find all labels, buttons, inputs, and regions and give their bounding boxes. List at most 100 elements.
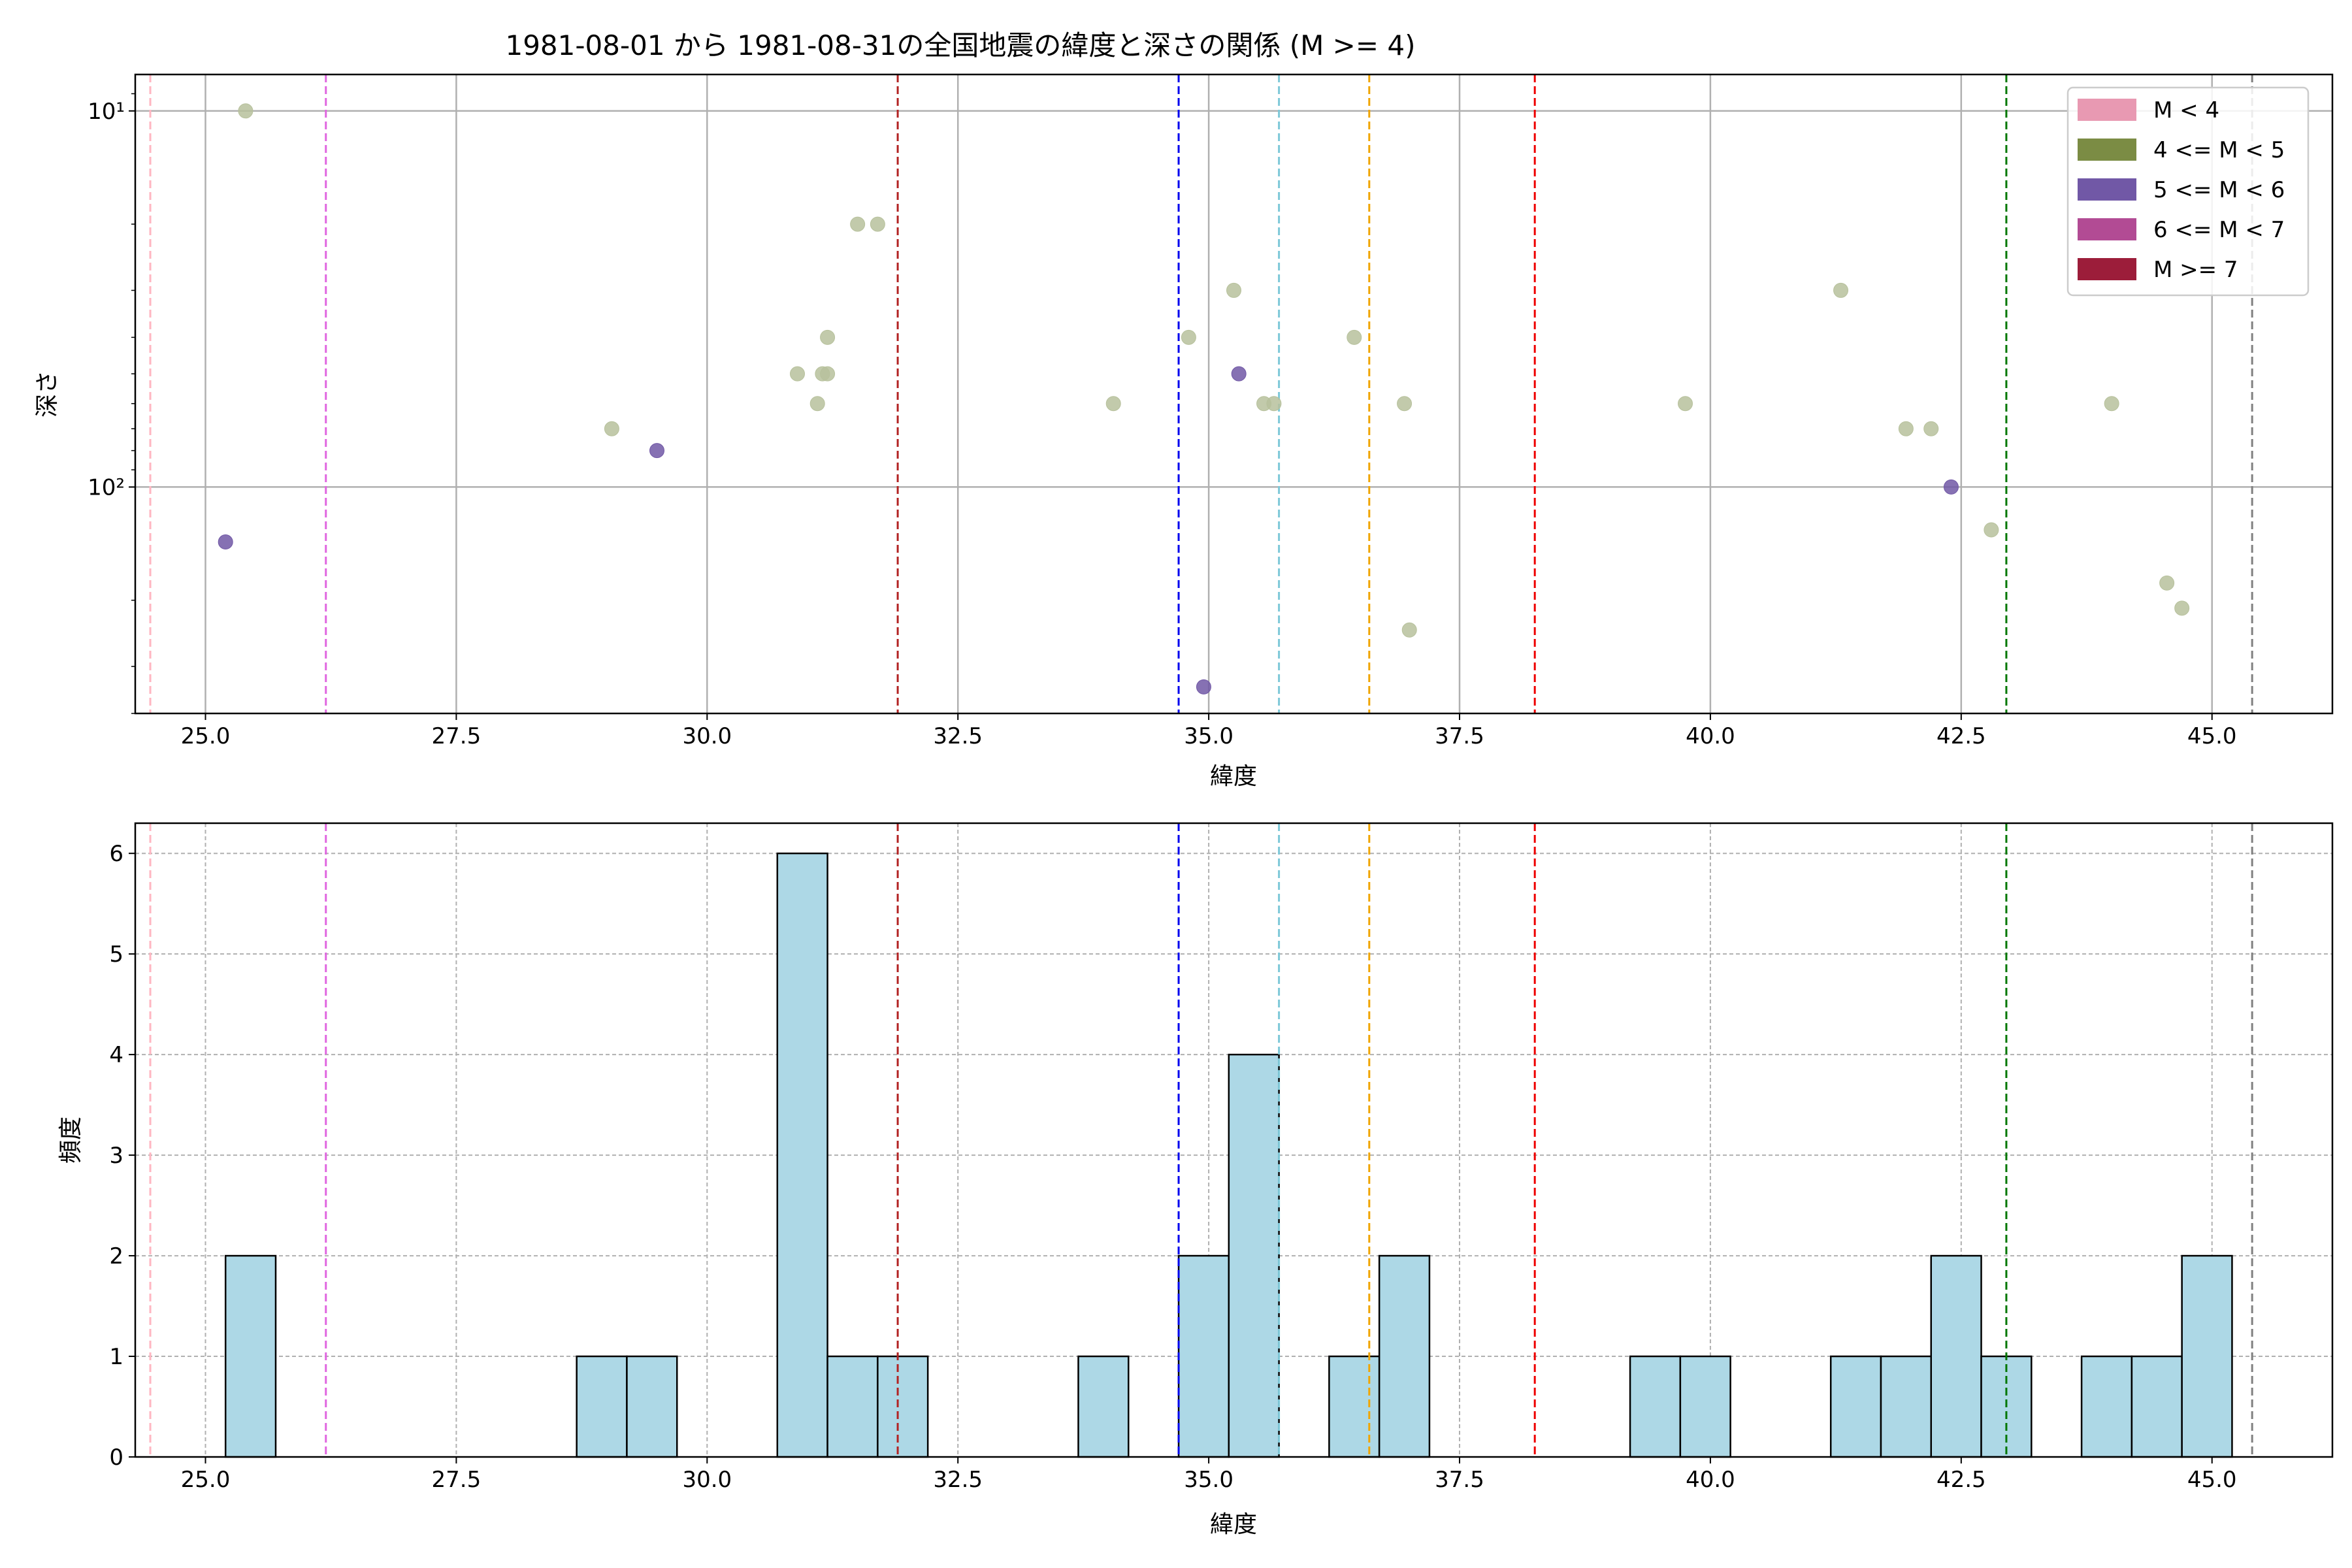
histogram-bar (1328, 1355, 1380, 1458)
scatter-point (1226, 282, 1241, 298)
histogram-x-tick-label: 30.0 (682, 1467, 732, 1493)
histogram-bar (877, 1355, 929, 1458)
histogram-y-tick-label: 0 (109, 1445, 123, 1471)
histogram-bar (2181, 1254, 2233, 1458)
histogram-bar (626, 1355, 678, 1458)
histogram-y-tick-label: 6 (109, 841, 123, 867)
histogram-x-tick-label: 45.0 (2187, 1467, 2237, 1493)
scatter-x-tick-label: 35.0 (1184, 723, 1233, 749)
scatter-x-tick-label: 25.0 (181, 723, 231, 749)
scatter-y-ticks: 10¹ 10² (88, 93, 135, 714)
scatter-point (820, 366, 836, 382)
scatter-x-axis-label: 緯度 (1210, 763, 1257, 790)
histogram-bar (1679, 1355, 1731, 1458)
histogram-frame (134, 822, 2334, 1458)
histogram-bars (224, 852, 2233, 1458)
legend-label: 5 <= M < 6 (2153, 177, 2285, 203)
scatter-point (238, 103, 253, 119)
scatter-x-tick-label: 37.5 (1435, 723, 1484, 749)
scatter-point (1397, 396, 1413, 412)
scatter-point (1196, 679, 1211, 694)
histogram-bar (1629, 1355, 1682, 1458)
legend-label: M >= 7 (2153, 257, 2238, 283)
histogram-bar (1880, 1355, 1933, 1458)
histogram-y-tick-label: 5 (109, 941, 123, 968)
histogram-x-tick-label: 35.0 (1184, 1467, 1233, 1493)
legend-swatch (2078, 99, 2136, 121)
histogram-x-axis-label: 緯度 (1210, 1511, 1257, 1538)
histogram-bar (1378, 1254, 1431, 1458)
scatter-point (790, 366, 806, 382)
histogram-x-tick-label: 40.0 (1686, 1467, 1735, 1493)
legend-swatch (2078, 178, 2136, 201)
scatter-point (1401, 622, 1417, 638)
legend-label: 6 <= M < 7 (2153, 217, 2285, 243)
histogram-y-axis-label: 頻度 (57, 1117, 84, 1164)
scatter-point (649, 443, 665, 459)
histogram-x-tick-label: 37.5 (1435, 1467, 1484, 1493)
histogram-panel: 25.0 27.5 30.0 32.5 35.0 37.5 40.0 42.5 45.0 0 1 2… (57, 822, 2334, 1538)
scatter-x-tick-label: 45.0 (2187, 723, 2237, 749)
histogram-bar (826, 1355, 879, 1458)
histogram-y-tick-label: 1 (109, 1344, 123, 1370)
legend-swatch (2078, 139, 2136, 161)
histogram-bar (2080, 1355, 2133, 1458)
scatter-reference-lines (149, 74, 2253, 713)
scatter-point (820, 329, 836, 345)
histogram-bar (576, 1355, 628, 1458)
scatter-point (1833, 282, 1849, 298)
scatter-point (2174, 600, 2190, 616)
scatter-y-tick-label: 10² (88, 474, 125, 500)
scatter-y-tick-label: 10¹ (88, 99, 125, 125)
scatter-frame (134, 73, 2334, 715)
histogram-bar (1930, 1254, 1982, 1458)
legend-swatch (2078, 258, 2136, 280)
scatter-point (604, 421, 619, 436)
scatter-point (870, 216, 885, 232)
histogram-x-ticks: 25.0 27.5 30.0 32.5 35.0 37.5 40.0 42.5 45.0 (181, 1457, 2237, 1493)
scatter-x-ticks: 25.0 27.5 30.0 32.5 35.0 37.5 40.0 42.5 45.0 (181, 713, 2237, 749)
histogram-x-tick-label: 32.5 (933, 1467, 983, 1493)
scatter-point (1181, 329, 1196, 345)
scatter-grid (135, 74, 2332, 713)
scatter-point (1984, 522, 1999, 538)
scatter-x-tick-label: 42.5 (1936, 723, 1986, 749)
scatter-point (1678, 396, 1693, 412)
scatter-point (1105, 396, 1121, 412)
histogram-bar (1177, 1254, 1230, 1458)
scatter-point (809, 396, 825, 412)
histogram-bar (1228, 1053, 1280, 1458)
histogram-x-tick-label: 27.5 (432, 1467, 482, 1493)
scatter-point (1943, 479, 1959, 495)
scatter-x-tick-label: 40.0 (1686, 723, 1735, 749)
scatter-point (218, 534, 233, 550)
scatter-points (218, 103, 2190, 694)
chart-title: 1981-08-01 から 1981-08-31の全国地震の緯度と深さの関係 (… (505, 29, 1415, 61)
histogram-y-tick-label: 3 (109, 1143, 123, 1169)
histogram-y-tick-label: 2 (109, 1243, 123, 1269)
scatter-point (1266, 396, 1282, 412)
histogram-bar (1829, 1355, 1882, 1458)
scatter-legend: M < 4 4 <= M < 5 5 <= M < 6 6 <= M < 7 M >= … (2066, 86, 2310, 297)
scatter-x-tick-label: 32.5 (933, 723, 983, 749)
scatter-panel: 25.0 27.5 30.0 32.5 35.0 37.5 40.0 42.5 45.0 10¹… (34, 73, 2334, 790)
scatter-point (1347, 329, 1362, 345)
legend-label: M < 4 (2153, 97, 2219, 123)
legend-swatch (2078, 218, 2136, 240)
histogram-x-tick-label: 25.0 (181, 1467, 231, 1493)
scatter-x-tick-label: 27.5 (432, 723, 482, 749)
scatter-x-tick-label: 30.0 (682, 723, 732, 749)
scatter-point (1923, 421, 1939, 436)
histogram-y-ticks: 0 1 2 3 4 5 6 (109, 841, 135, 1471)
legend-label: 4 <= M < 5 (2153, 137, 2285, 163)
scatter-point (1898, 421, 1914, 436)
histogram-bar (2131, 1355, 2183, 1458)
scatter-y-axis-label: 深さ (34, 370, 61, 417)
histogram-bar (1077, 1355, 1130, 1458)
histogram-bar (224, 1254, 277, 1458)
scatter-point (850, 216, 866, 232)
histogram-bar (776, 852, 828, 1458)
histogram-y-tick-label: 4 (109, 1042, 123, 1068)
scatter-point (2159, 575, 2175, 591)
